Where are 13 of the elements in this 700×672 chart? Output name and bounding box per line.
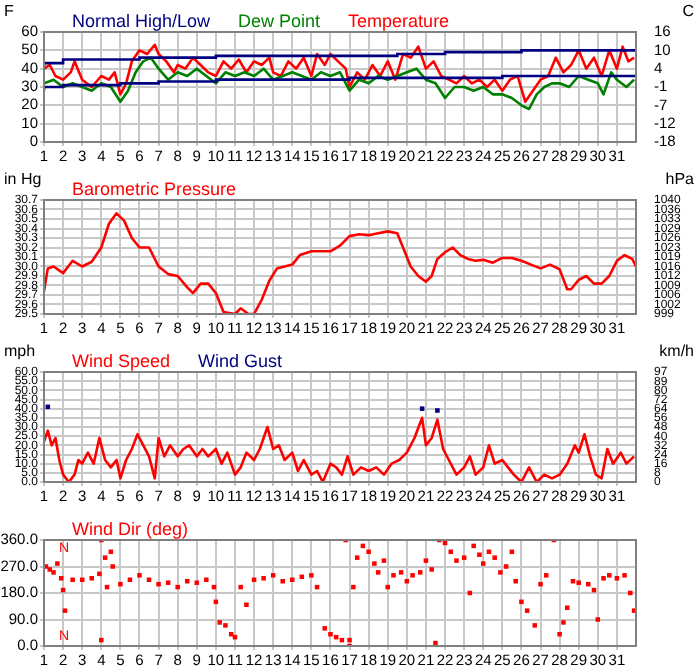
text: Wind Gust <box>198 350 284 371</box>
text: Wind Speed <box>72 350 171 371</box>
y-axis-title: in Hg <box>4 170 42 189</box>
series-label: Normal High/Low <box>72 10 212 31</box>
y2-axis-title: km/h <box>659 342 694 361</box>
y-axis-title: mph <box>4 342 36 361</box>
chart-title: Wind Dir (deg) <box>72 518 189 539</box>
y2-axis-title: hPa <box>665 170 696 189</box>
text: Dew Point <box>238 10 322 31</box>
y2-axis-title: C <box>682 2 695 21</box>
chart-title: Barometric Pressure <box>72 178 237 199</box>
series-label: Temperature <box>348 10 450 31</box>
y-axis-title: F <box>4 2 14 21</box>
